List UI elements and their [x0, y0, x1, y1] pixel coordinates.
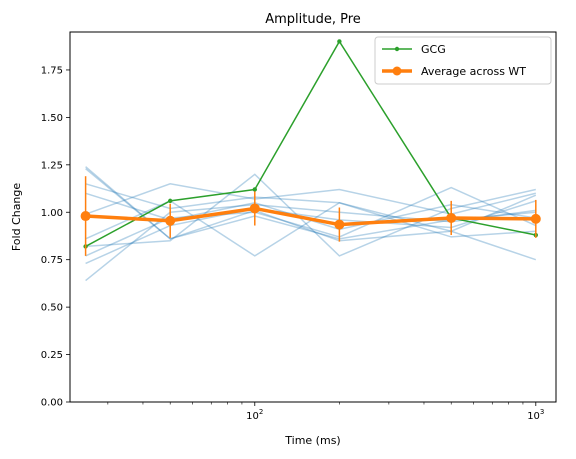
y-tick-label: 0.25 [41, 350, 63, 361]
x-tick-label: 103 [527, 408, 544, 422]
y-tick-label: 1.00 [41, 208, 63, 219]
x-tick-label: 102 [246, 408, 263, 422]
gcg-point [253, 187, 257, 191]
y-tick-label: 1.50 [41, 113, 63, 124]
gcg-point [337, 39, 341, 43]
average-point [165, 216, 175, 226]
legend-gcg-label: GCG [421, 43, 446, 56]
legend-average-label: Average across WT [421, 65, 526, 78]
chart-title: Amplitude, Pre [265, 12, 361, 27]
average-point [334, 220, 344, 230]
average-point [81, 211, 91, 221]
y-tick-label: 0.00 [41, 398, 63, 409]
gcg-point [168, 199, 172, 203]
y-tick-label: 0.75 [41, 255, 63, 266]
legend-average-marker [393, 67, 402, 76]
x-axis-title: Time (ms) [284, 434, 340, 447]
y-tick-label: 1.75 [41, 65, 63, 76]
y-tick-label: 0.50 [41, 303, 63, 314]
legend: GCG Average across WT [375, 37, 551, 84]
y-tick-label: 1.25 [41, 160, 63, 171]
y-axis-title: Fold Change [10, 183, 23, 252]
average-point [250, 203, 260, 213]
average-point [446, 213, 456, 223]
average-point [531, 214, 541, 224]
legend-gcg-marker [395, 47, 399, 51]
